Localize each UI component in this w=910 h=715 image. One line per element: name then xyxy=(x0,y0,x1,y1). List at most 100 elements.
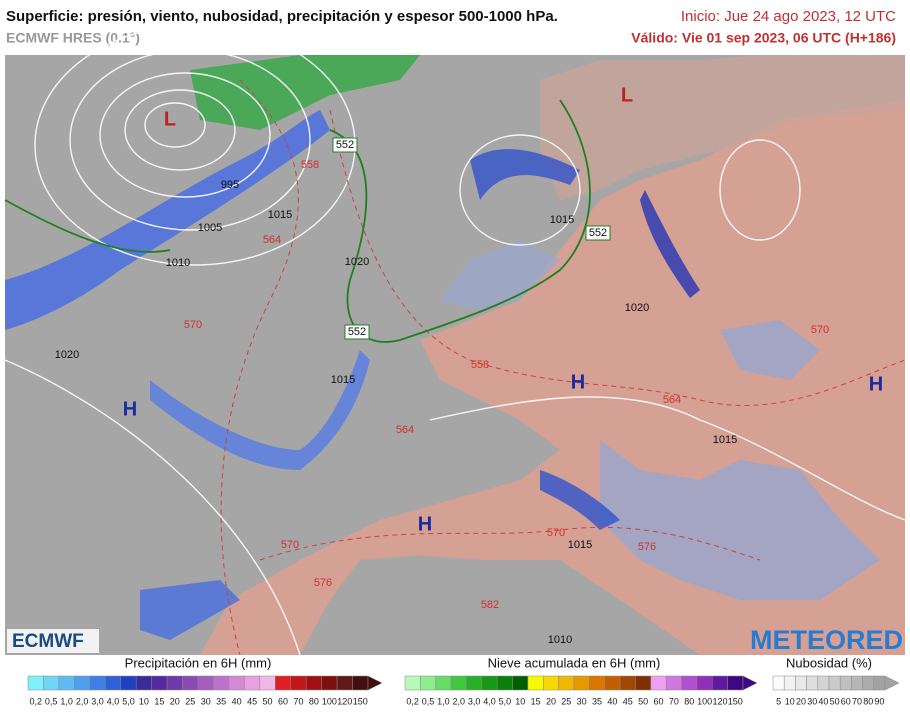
pressure-center: H xyxy=(418,513,432,535)
isobar-label: 1020 xyxy=(55,349,79,361)
pressure-center: H xyxy=(571,371,585,393)
legend-swatch xyxy=(512,675,529,691)
legend-swatch xyxy=(589,675,605,691)
model-name: ECMWF HRES (0.1°) xyxy=(6,30,140,46)
thickness-label: 558 xyxy=(471,359,489,371)
legend-label: 20 xyxy=(796,696,806,706)
legend-swatch xyxy=(604,675,621,691)
legend-label: 70 xyxy=(669,696,679,706)
legend-label: 10 xyxy=(139,696,149,706)
isobar-label: 1015 xyxy=(268,209,292,221)
legend-label: 80 xyxy=(863,696,873,706)
thickness-label: 564 xyxy=(663,394,681,406)
legend-swatch xyxy=(481,675,498,691)
precipitation-band xyxy=(5,110,330,330)
legend-swatch xyxy=(873,675,886,691)
legends: Precipitación en 6H (mm)0,2 0,5 1,0 2,0 3,0 4… xyxy=(27,655,900,706)
legend-label: 35 xyxy=(592,696,602,706)
legend-swatch xyxy=(727,675,744,691)
legend-swatch xyxy=(783,675,796,691)
legend-label: 20 xyxy=(546,696,556,706)
precipitation-band xyxy=(470,149,580,200)
legend-label: 5,0 xyxy=(499,696,512,706)
legend-label: 150 xyxy=(728,696,743,706)
legend-label: 5 xyxy=(776,696,781,706)
thickness-label: 564 xyxy=(263,234,281,246)
legend-label: 60 xyxy=(841,696,851,706)
legend-label: 25 xyxy=(561,696,571,706)
legend-swatch xyxy=(43,675,60,691)
thickness-box-label: 552 xyxy=(348,326,366,338)
valid-time: Válido: Vie 01 sep 2023, 06 UTC (H+186) xyxy=(631,30,896,46)
legend-label: 15 xyxy=(531,696,541,706)
legend-swatch xyxy=(435,675,452,691)
legend-label: 0,2 xyxy=(406,696,419,706)
legend-label: 1,0 xyxy=(437,696,450,706)
precipitation-band xyxy=(540,470,620,530)
legend-swatch xyxy=(197,675,214,691)
legend-swatch xyxy=(712,675,728,691)
legend-swatch xyxy=(650,675,667,691)
legend-label: 120 xyxy=(337,696,352,706)
legend-label: 40 xyxy=(232,696,242,706)
cloud-area xyxy=(440,240,560,310)
thickness-box-label: 552 xyxy=(589,227,607,239)
legend-swatch xyxy=(228,675,245,691)
legend-swatch xyxy=(795,675,807,691)
legend-label: 25 xyxy=(185,696,195,706)
legend-label: 30 xyxy=(807,696,817,706)
legend-swatch xyxy=(619,675,636,691)
legend-label: 80 xyxy=(684,696,694,706)
logo-meteored: METEORED xyxy=(750,625,903,655)
legend-label: 70 xyxy=(293,696,303,706)
isobar-label: 1005 xyxy=(198,222,222,234)
legend-label: 40 xyxy=(818,696,828,706)
sea-mediterranean xyxy=(600,440,880,600)
logo-bg xyxy=(7,629,99,653)
thickness-box xyxy=(332,137,358,153)
legend-swatch xyxy=(352,675,369,691)
isobar-label: 1015 xyxy=(713,434,737,446)
legend-title: Nieve acumulada en 6H (mm) xyxy=(488,655,661,670)
legend-label: 50 xyxy=(830,696,840,706)
legend-label: 45 xyxy=(247,696,257,706)
legend-arrow xyxy=(742,675,758,691)
isobar-label: 1010 xyxy=(548,634,572,646)
land-north xyxy=(540,55,905,200)
legend-swatch xyxy=(496,675,513,691)
legend-label: 80 xyxy=(309,696,319,706)
legend-label: 120 xyxy=(712,696,727,706)
legend-label: 2,0 xyxy=(453,696,466,706)
legend-label: 100 xyxy=(322,696,337,706)
legend-swatch xyxy=(681,675,698,691)
legend-label: 20 xyxy=(170,696,180,706)
thickness-box xyxy=(585,225,611,241)
pressure-center: L xyxy=(164,108,176,130)
legend-swatch xyxy=(336,675,353,691)
legend-label: 150 xyxy=(353,696,368,706)
legend-label: 0,2 xyxy=(29,696,42,706)
legend-label: 4,0 xyxy=(107,696,120,706)
legend-label: 30 xyxy=(201,696,211,706)
init-time: Inicio: Jue 24 ago 2023, 12 UTC xyxy=(681,8,896,25)
legend-label: 45 xyxy=(623,696,633,706)
legend-swatch xyxy=(135,675,152,691)
legend-label: 60 xyxy=(653,696,663,706)
legend-label: 50 xyxy=(638,696,648,706)
legend-label: 3,0 xyxy=(91,696,104,706)
legend-swatch xyxy=(105,675,121,691)
legend-swatch xyxy=(120,675,137,691)
legend-swatch xyxy=(27,675,44,691)
map-title: Superficie: presión, viento, nubosidad, … xyxy=(6,8,558,25)
snow-area xyxy=(190,55,420,130)
thickness-label: 570 xyxy=(281,539,299,551)
legend-swatch xyxy=(290,675,307,691)
legend-swatch xyxy=(259,675,276,691)
legend-label: 60 xyxy=(278,696,288,706)
pressure-center: H xyxy=(869,373,883,395)
pressure-center: H xyxy=(123,398,137,420)
legend-swatch xyxy=(305,675,322,691)
thickness-label: 564 xyxy=(396,424,414,436)
legend-label: 3,0 xyxy=(468,696,481,706)
legend-arrow xyxy=(884,675,900,691)
